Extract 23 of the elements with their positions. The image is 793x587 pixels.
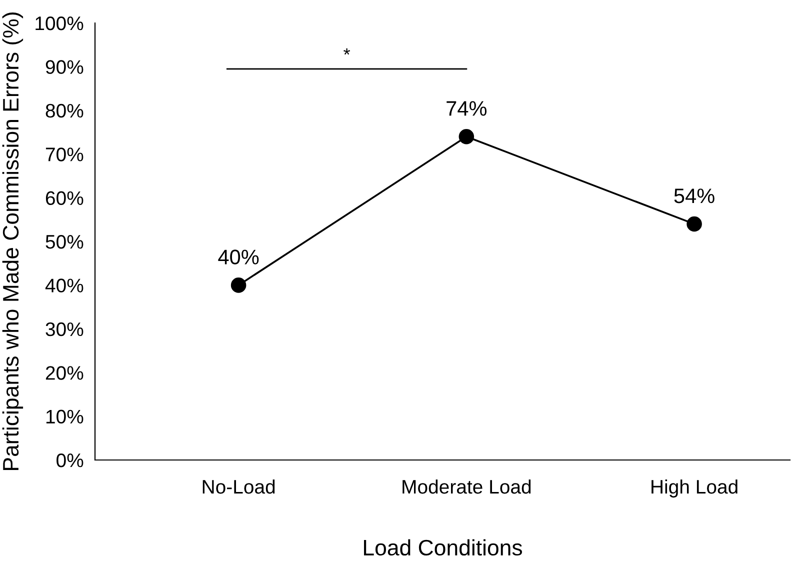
x-tick-label: Moderate Load (402, 479, 531, 494)
point (686, 216, 702, 232)
point (230, 278, 246, 293)
y-tick-label: 80% (46, 104, 84, 118)
annotation: * (344, 48, 350, 55)
y-tick-label: 90% (46, 60, 84, 74)
y-tick-label: 100% (36, 16, 84, 30)
y-axis-title: Participants who Made Commission Errors (%) (2, 12, 24, 470)
y-tick-label: 10% (46, 410, 84, 424)
y-tick-label: 30% (46, 322, 84, 336)
x-tick-label: No-Load (202, 479, 275, 494)
y-tick-label: 50% (46, 234, 84, 249)
y-tick-label: 60% (46, 191, 84, 206)
x-axis-title: Load Conditions (364, 539, 522, 556)
y-tick-label: 70% (46, 148, 84, 162)
data-label: 40% (218, 250, 259, 264)
y-tick-label: 40% (45, 278, 84, 292)
y-tick-label: 0% (56, 453, 84, 468)
data-label: 74% (446, 101, 487, 116)
y-tick-label: 20% (46, 366, 84, 380)
point (458, 128, 474, 144)
data-label: 54% (674, 188, 714, 204)
x-tick-label: High Load (652, 479, 738, 498)
